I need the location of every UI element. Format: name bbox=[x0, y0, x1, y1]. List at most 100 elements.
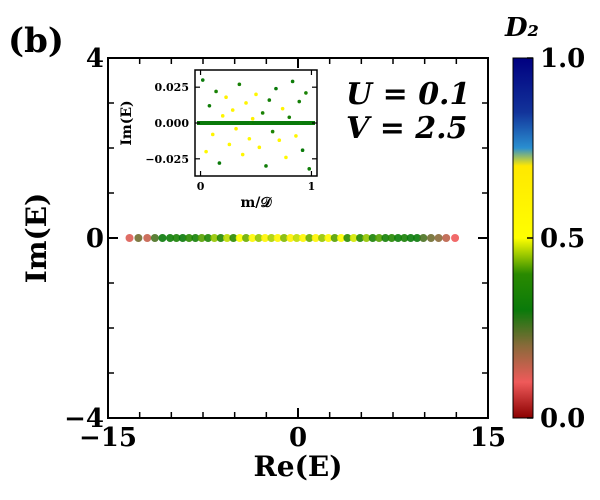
inset-y-tick-label: −0.025 bbox=[145, 153, 189, 166]
data-point bbox=[442, 234, 451, 242]
data-point bbox=[375, 234, 384, 242]
main-axis-ticks bbox=[107, 57, 489, 419]
data-point bbox=[191, 234, 200, 242]
data-point bbox=[400, 234, 409, 242]
inset-data-point bbox=[264, 164, 268, 168]
data-point bbox=[229, 234, 238, 242]
inset-data-point bbox=[254, 92, 258, 97]
inset-x-tick-label: 1 bbox=[308, 180, 316, 193]
data-point bbox=[125, 234, 134, 242]
data-point bbox=[318, 234, 327, 242]
data-point bbox=[197, 234, 206, 242]
inset-data-point bbox=[281, 121, 286, 125]
inset-data-point bbox=[250, 116, 255, 121]
data-point bbox=[273, 234, 282, 242]
data-point bbox=[261, 234, 270, 242]
data-point bbox=[248, 234, 257, 242]
data-point bbox=[394, 234, 403, 242]
data-point bbox=[134, 234, 143, 242]
inset-data-point bbox=[217, 161, 222, 165]
inset-data-point bbox=[227, 142, 232, 147]
inset-data-point bbox=[294, 134, 298, 138]
data-point bbox=[178, 234, 187, 242]
data-point bbox=[204, 234, 213, 242]
inset-data-point bbox=[277, 138, 282, 142]
inset-data-point bbox=[290, 79, 295, 84]
data-point bbox=[143, 234, 152, 242]
inset-data-point bbox=[214, 89, 218, 94]
y-axis-label: Im(E) bbox=[20, 193, 53, 284]
inset-data-point bbox=[307, 167, 312, 171]
x-tick-label: −15 bbox=[79, 423, 137, 453]
x-axis-label: Re(E) bbox=[254, 450, 343, 483]
data-point bbox=[324, 234, 333, 242]
data-point bbox=[286, 234, 295, 242]
data-point bbox=[311, 234, 320, 242]
data-point bbox=[413, 234, 422, 242]
data-point bbox=[427, 234, 435, 242]
data-point bbox=[330, 234, 339, 242]
x-tick-label: 15 bbox=[470, 423, 506, 453]
y-tick-label: 4 bbox=[86, 44, 104, 74]
inset-data-point bbox=[232, 121, 236, 125]
colorbar-tick-label: 0.0 bbox=[540, 404, 585, 434]
inset-data-point bbox=[240, 152, 245, 157]
inset-y-tick-label: 0.000 bbox=[155, 117, 190, 130]
inset-data-point bbox=[248, 121, 253, 125]
data-point bbox=[158, 234, 167, 242]
inset-data-point bbox=[247, 136, 252, 141]
inset-data-point bbox=[200, 78, 205, 82]
data-point bbox=[337, 234, 346, 242]
data-point bbox=[242, 234, 251, 242]
data-point bbox=[406, 234, 415, 242]
inset-data-point bbox=[270, 129, 275, 134]
inset-data-point bbox=[287, 115, 292, 120]
data-point bbox=[292, 234, 301, 242]
data-point bbox=[451, 234, 460, 242]
data-point bbox=[362, 234, 371, 242]
inset-data-point bbox=[284, 155, 288, 160]
inset-data-point bbox=[212, 121, 216, 125]
inset-x-axis-label: m/𝒟 bbox=[240, 195, 272, 211]
inset-y-axis-label: Im(E) bbox=[119, 100, 135, 145]
inset-data-point bbox=[204, 149, 208, 154]
inset-data-point bbox=[297, 99, 302, 104]
panel-label: (b) bbox=[8, 21, 64, 61]
data-point bbox=[305, 234, 314, 242]
data-point bbox=[368, 234, 377, 242]
inset-data-point bbox=[298, 121, 303, 125]
inset-data-point bbox=[300, 148, 305, 153]
y-tick-label: 0 bbox=[86, 224, 104, 254]
y-tick-label: −4 bbox=[64, 404, 104, 434]
data-point bbox=[210, 234, 219, 242]
data-point bbox=[434, 234, 443, 242]
inset-data-point bbox=[244, 101, 248, 105]
data-point bbox=[254, 234, 263, 242]
main-scatter-points bbox=[125, 234, 460, 242]
data-point bbox=[172, 234, 181, 242]
inset-data-point bbox=[210, 132, 215, 137]
data-point bbox=[349, 234, 358, 242]
colorbar-ticks bbox=[527, 57, 533, 419]
data-point bbox=[166, 234, 175, 242]
inset-data-point bbox=[224, 95, 228, 100]
x-tick-label: 0 bbox=[289, 423, 307, 453]
inset-data-point bbox=[274, 86, 278, 91]
inset-data-point bbox=[267, 98, 272, 102]
data-point bbox=[280, 234, 289, 242]
inset-data-point bbox=[234, 126, 238, 131]
inset-data-point bbox=[230, 108, 235, 112]
inset-scatter-points bbox=[197, 78, 315, 171]
data-point bbox=[343, 234, 352, 242]
data-point bbox=[150, 234, 159, 242]
inset-data-point bbox=[237, 82, 242, 87]
colorbar-tick-label: 1.0 bbox=[540, 44, 585, 74]
data-point bbox=[419, 234, 428, 242]
data-point bbox=[185, 234, 194, 242]
data-point bbox=[387, 234, 396, 242]
colorbar-tick-label: 0.5 bbox=[540, 224, 585, 254]
data-point bbox=[356, 234, 365, 242]
annotation-U: U = 0.1 bbox=[346, 77, 470, 112]
inset-x-tick-label: 0 bbox=[197, 180, 205, 193]
